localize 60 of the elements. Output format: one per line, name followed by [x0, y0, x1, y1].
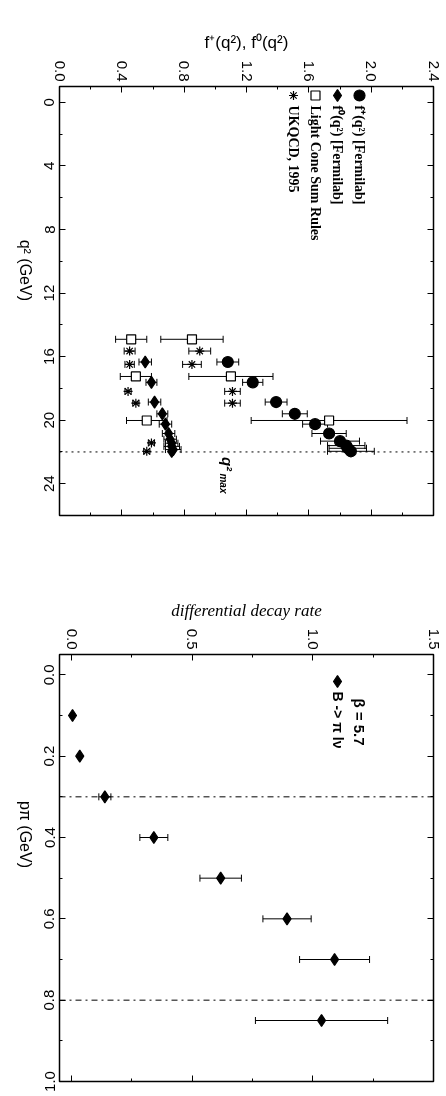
- point: [146, 375, 157, 389]
- y-tick-label: 0.6: [40, 908, 58, 930]
- y-tick-label: 0.4: [40, 827, 58, 848]
- y-tick-label: 20: [40, 411, 58, 429]
- legend-label: f⁺(q²) [Fermilab]: [351, 105, 367, 205]
- x-tick-label: 2.0: [363, 60, 381, 82]
- x-axis-title: differential decay rate: [171, 600, 323, 620]
- point: [227, 398, 238, 409]
- point: [130, 371, 141, 382]
- y-tick-label: 0: [40, 98, 58, 107]
- y-axis-title: q² (GeV): [17, 239, 34, 301]
- y-tick-label: 0.0: [40, 664, 58, 686]
- point: [75, 749, 85, 763]
- y-tick-label: 4: [40, 161, 58, 171]
- point: [308, 418, 322, 431]
- y-tick-label: 0.2: [40, 745, 58, 767]
- y-tick-label: 8: [40, 225, 58, 234]
- point: [316, 1013, 327, 1028]
- y-tick-label: 1.0: [40, 1071, 58, 1092]
- legend-label: Light Cone Sum Rules: [308, 105, 323, 242]
- ref-line-label: q²max: [217, 456, 237, 494]
- point: [329, 952, 340, 967]
- y-tick-label: 24: [40, 475, 58, 493]
- point: [225, 371, 237, 382]
- y-tick-label: 0.8: [40, 989, 58, 1011]
- point: [323, 415, 335, 426]
- legend-title: β = 5.7: [351, 698, 368, 746]
- x-tick-label: 0.8: [176, 60, 194, 82]
- point: [141, 415, 152, 426]
- x-tick-label: 1.2: [238, 60, 256, 82]
- point: [157, 407, 167, 421]
- y-tick-label: 12: [40, 284, 58, 302]
- legend-label: f⁰(q²) [Fermilab]: [329, 105, 346, 205]
- point: [216, 871, 226, 885]
- point: [221, 355, 234, 369]
- point: [194, 345, 205, 357]
- point: [126, 334, 137, 345]
- x-tick-label: 0.0: [63, 628, 81, 650]
- point: [186, 359, 198, 370]
- x-tick-label: 1.6: [300, 60, 318, 82]
- point: [282, 912, 292, 926]
- x-tick-label: 2.4: [425, 60, 443, 82]
- x-axis-title: f⁺(q²), f⁰(q²): [204, 32, 289, 52]
- x-tick-label: 0.5: [184, 628, 202, 650]
- x-tick-label: 1.0: [304, 628, 322, 650]
- x-tick-label: 1.5: [425, 628, 443, 650]
- x-tick-label: 0.4: [113, 60, 131, 82]
- point: [344, 445, 358, 458]
- point: [288, 407, 301, 420]
- y-axis-title: pπ (GeV): [17, 800, 34, 869]
- legend-label: UKQCD, 1995: [286, 105, 301, 193]
- point: [246, 376, 259, 389]
- point: [67, 708, 78, 723]
- y-tick-label: 16: [40, 348, 58, 365]
- point: [186, 334, 198, 345]
- point: [100, 790, 110, 804]
- point: [227, 386, 238, 397]
- legend-label: B -> π lν: [329, 691, 346, 749]
- point: [270, 395, 283, 409]
- point: [322, 427, 336, 440]
